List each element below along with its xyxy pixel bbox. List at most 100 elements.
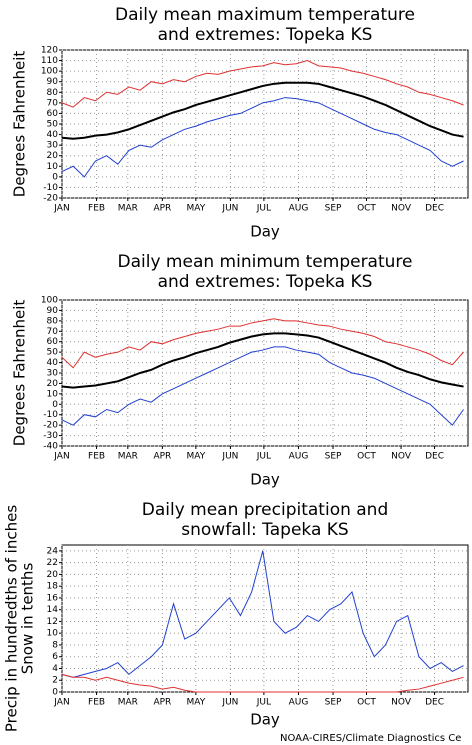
y-tick-label: 0 [52, 400, 58, 410]
y-tick-label: 20 [47, 151, 59, 161]
y-tick-label: 50 [47, 348, 59, 358]
y-tick-label: -10 [43, 410, 58, 420]
y-tick-label: 10 [47, 629, 59, 639]
y-tick-label: -20 [43, 194, 58, 204]
y-axis-label: Degrees Fahrenheit [11, 300, 29, 447]
x-tick-label: MAY [186, 452, 205, 462]
y-tick-label: 110 [41, 56, 58, 66]
x-tick-label: FEB [88, 452, 105, 462]
y-tick-label: 90 [47, 306, 59, 316]
x-tick-label: MAR [118, 698, 138, 708]
x-tick-label: AUG [289, 698, 309, 708]
series-line [61, 346, 464, 426]
y-tick-label: 20 [47, 379, 59, 389]
y-tick-label: 80 [47, 88, 59, 98]
chart-title: Daily mean precipitation and [142, 500, 389, 520]
x-tick-label: SEP [325, 204, 342, 214]
x-tick-label: MAR [118, 204, 138, 214]
y-tick-label: 120 [41, 46, 58, 56]
y-tick-label: 100 [41, 67, 58, 77]
x-tick-label: MAY [186, 698, 205, 708]
x-tick-label: NOV [391, 698, 412, 708]
chart-title: Daily mean minimum temperature [118, 252, 413, 272]
y-tick-label: 0 [52, 172, 58, 182]
x-tick-label: OCT [357, 698, 376, 708]
y-tick-label: 22 [47, 558, 58, 568]
x-axis-label: Day [250, 471, 280, 489]
x-tick-label: JUL [256, 452, 271, 462]
x-tick-label: JAN [53, 698, 69, 708]
series-line [61, 332, 464, 389]
y-axis-label: Precip in hundredths of inches [3, 505, 21, 732]
y-tick-label: 20 [47, 570, 59, 580]
x-tick-label: JUN [221, 698, 238, 708]
x-tick-label: JAN [53, 204, 69, 214]
y-tick-label: 70 [47, 327, 59, 337]
series-line [61, 673, 464, 693]
y-tick-label: 30 [47, 141, 59, 151]
x-tick-label: MAY [186, 204, 205, 214]
x-tick-label: NOV [391, 204, 412, 214]
y-tick-label: 50 [47, 120, 59, 130]
y-tick-label: -40 [43, 442, 58, 452]
x-tick-label: AUG [289, 452, 309, 462]
y-tick-label: 100 [41, 296, 58, 306]
y-tick-label: 30 [47, 369, 59, 379]
x-tick-label: NOV [391, 452, 412, 462]
x-tick-label: APR [153, 698, 171, 708]
x-tick-label: AUG [289, 204, 309, 214]
x-tick-label: SEP [325, 698, 342, 708]
x-tick-label: JUN [221, 204, 238, 214]
chart-title: and extremes: Topeka KS [158, 25, 373, 45]
x-tick-label: JUN [221, 452, 238, 462]
y-tick-label: 6 [52, 652, 58, 662]
chart-title: snowfall: Tapeka KS [181, 520, 348, 540]
y-tick-label: -20 [43, 421, 58, 431]
y-tick-label: 2 [52, 676, 58, 686]
y-tick-label: 80 [47, 316, 59, 326]
y-tick-label: 18 [47, 582, 59, 592]
y-tick-label: -30 [43, 431, 58, 441]
series-line [61, 318, 464, 369]
x-tick-label: APR [153, 204, 171, 214]
plot-area [61, 544, 469, 693]
x-axis-label: Day [250, 711, 280, 729]
y-tick-label: 16 [47, 593, 59, 603]
series-line [61, 97, 464, 178]
chart-title: Daily mean maximum temperature [115, 5, 415, 25]
x-tick-label: JUL [256, 204, 271, 214]
series-line [61, 550, 464, 678]
x-tick-label: OCT [357, 204, 376, 214]
y-axis-label: Snow in tenths [19, 563, 37, 675]
y-tick-label: -10 [43, 183, 58, 193]
y-tick-label: 40 [47, 130, 59, 140]
chart-title: and extremes: Topeka KS [158, 272, 373, 292]
x-tick-label: JUL [256, 698, 271, 708]
y-tick-label: 8 [52, 640, 58, 650]
y-tick-label: 24 [47, 546, 59, 556]
y-tick-label: 0 [52, 688, 58, 698]
y-tick-label: 14 [47, 605, 59, 615]
x-tick-label: DEC [425, 698, 444, 708]
y-tick-label: 40 [47, 358, 59, 368]
x-tick-label: DEC [425, 452, 444, 462]
y-tick-label: 4 [52, 664, 58, 674]
x-axis-label: Day [250, 223, 280, 241]
series-line [61, 60, 464, 108]
series-line [61, 81, 464, 140]
x-tick-label: DEC [425, 204, 444, 214]
x-tick-label: FEB [88, 698, 105, 708]
x-tick-label: OCT [357, 452, 376, 462]
y-tick-label: 10 [47, 389, 59, 399]
y-tick-label: 60 [47, 337, 59, 347]
plot-area [61, 49, 469, 199]
plot-area [61, 299, 469, 447]
x-tick-label: JAN [53, 452, 69, 462]
x-tick-label: FEB [88, 204, 105, 214]
y-tick-label: 60 [47, 109, 59, 119]
y-tick-label: 70 [47, 98, 59, 108]
credit: NOAA-CIRES/Climate Diagnostics Ce [280, 733, 461, 744]
x-tick-label: SEP [325, 452, 342, 462]
x-tick-label: APR [153, 452, 171, 462]
